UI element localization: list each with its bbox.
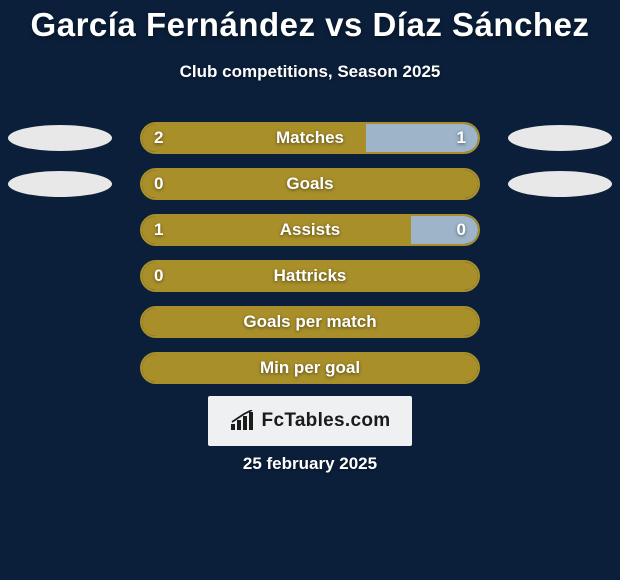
stat-value-left: 0: [154, 170, 163, 198]
stat-value-left: 0: [154, 262, 163, 290]
stat-row: Hattricks0: [0, 256, 620, 302]
stat-row: Matches2 1: [0, 118, 620, 164]
stat-label: Min per goal: [142, 354, 478, 382]
stat-value-right: 0: [457, 216, 466, 244]
player-left-oval: [8, 171, 112, 197]
page-title: García Fernández vs Díaz Sánchez: [0, 6, 620, 44]
stat-bar: Goals0: [140, 168, 480, 200]
brand-badge[interactable]: FcTables.com: [208, 396, 412, 446]
stat-label: Goals per match: [142, 308, 478, 336]
stat-bar: Goals per match: [140, 306, 480, 338]
stats-chart: Matches21Goals0Assists10Hattricks0Goals …: [0, 118, 620, 394]
comparison-card: García Fernández vs Díaz Sánchez Club co…: [0, 0, 620, 580]
stat-bar: Min per goal: [140, 352, 480, 384]
stat-label: Assists: [142, 216, 478, 244]
stat-row: Min per goal: [0, 348, 620, 394]
player-left-oval: [8, 125, 112, 151]
stat-bar: Assists1 0: [140, 214, 480, 246]
player-right-oval: [508, 171, 612, 197]
brand-text: FcTables.com: [262, 410, 391, 432]
stat-value-left: 1: [154, 216, 163, 244]
stat-row: Assists1 0: [0, 210, 620, 256]
stat-value-left: 2: [154, 124, 163, 152]
stat-label: Hattricks: [142, 262, 478, 290]
subtitle: Club competitions, Season 2025: [0, 62, 620, 82]
date-text: 25 february 2025: [0, 454, 620, 474]
stat-value-right: 1: [457, 124, 466, 152]
stat-row: Goals0: [0, 164, 620, 210]
stat-label: Goals: [142, 170, 478, 198]
player-right-oval: [508, 125, 612, 151]
stat-bar: Matches2 1: [140, 122, 480, 154]
stat-row: Goals per match: [0, 302, 620, 348]
stat-label: Matches: [142, 124, 478, 152]
stat-bar: Hattricks0: [140, 260, 480, 292]
brand-chart-icon: [230, 410, 256, 432]
